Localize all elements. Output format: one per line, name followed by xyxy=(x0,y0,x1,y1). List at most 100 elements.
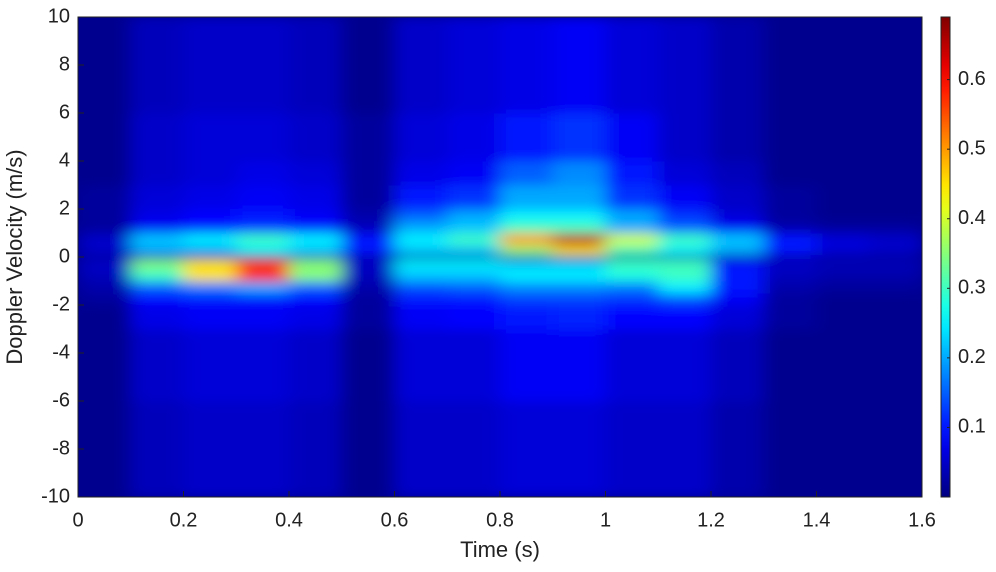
heatmap-cell xyxy=(711,17,765,114)
heatmap-cell xyxy=(658,185,712,210)
colorbar-tick-label: 0.1 xyxy=(958,416,986,438)
heatmap-cell xyxy=(763,329,817,402)
heatmap-cell xyxy=(78,305,132,330)
heatmap-cell xyxy=(605,293,659,306)
heatmap-cell xyxy=(763,293,817,306)
colorbar xyxy=(941,17,950,497)
heatmap-cell xyxy=(447,161,501,186)
colorbar-tick-label: 0.5 xyxy=(958,137,986,159)
heatmap-cell xyxy=(447,281,501,294)
heatmap-cell xyxy=(447,17,501,114)
heatmap-cell xyxy=(711,281,765,294)
heatmap-cell xyxy=(869,329,922,402)
heatmap-cell xyxy=(552,209,606,222)
heatmap-cell xyxy=(500,254,554,260)
heatmap-cell xyxy=(500,233,554,246)
heatmap-cell xyxy=(447,269,501,282)
heatmap-cell xyxy=(711,305,765,330)
x-tick-label: 0.8 xyxy=(486,509,514,531)
heatmap-cell xyxy=(552,221,606,234)
heatmap-cell xyxy=(500,259,554,270)
heatmap-cell xyxy=(78,281,132,294)
heatmap-cell xyxy=(763,233,817,246)
heatmap-cell xyxy=(605,209,659,222)
heatmap-cell xyxy=(500,209,554,222)
heatmap-cell xyxy=(130,233,184,246)
heatmap-cell xyxy=(763,221,817,234)
heatmap-cell xyxy=(236,161,290,186)
heatmap-cell xyxy=(394,209,448,222)
heatmap-cell xyxy=(394,259,448,270)
heatmap-cell xyxy=(236,17,290,114)
heatmap-cell xyxy=(605,185,659,210)
heatmap-cell xyxy=(289,293,343,306)
heatmap-cell xyxy=(78,401,132,497)
heatmap-cell xyxy=(816,269,870,282)
heatmap-cell xyxy=(869,259,922,270)
heatmap-cell xyxy=(658,305,712,330)
heatmap-cell xyxy=(605,233,659,246)
heatmap-cell xyxy=(130,245,184,256)
heatmap-cell xyxy=(552,113,606,162)
heatmap-cell xyxy=(183,113,237,162)
heatmap-cell xyxy=(552,281,606,294)
heatmap-cell xyxy=(341,233,395,246)
heatmap-cell xyxy=(500,293,554,306)
heatmap-cell xyxy=(816,161,870,186)
heatmap-cell xyxy=(341,245,395,256)
heatmap-cell xyxy=(236,254,290,260)
heatmap-cell xyxy=(869,269,922,282)
heatmap-cell xyxy=(130,161,184,186)
heatmap-cell xyxy=(394,305,448,330)
heatmap-cell xyxy=(447,305,501,330)
y-tick-label: 0 xyxy=(59,245,70,267)
heatmap-cell xyxy=(341,209,395,222)
heatmap-cell xyxy=(605,305,659,330)
heatmap-cell xyxy=(605,269,659,282)
heatmap-cell xyxy=(289,161,343,186)
heatmap-cell xyxy=(711,259,765,270)
heatmap-cell xyxy=(763,259,817,270)
y-tick-label: 8 xyxy=(59,53,70,75)
heatmap-cell xyxy=(552,305,606,330)
heatmap-cell xyxy=(605,281,659,294)
heatmap-cell xyxy=(447,259,501,270)
heatmap-cell xyxy=(869,161,922,186)
heatmap-cell xyxy=(78,113,132,162)
heatmap-cell xyxy=(130,209,184,222)
heatmap-cell xyxy=(552,259,606,270)
heatmap-cell xyxy=(605,245,659,256)
heatmap-cell xyxy=(500,161,554,186)
heatmap-cell xyxy=(183,293,237,306)
heatmap-cell xyxy=(658,329,712,402)
y-tick-label: 4 xyxy=(59,149,70,171)
heatmap-cell xyxy=(605,161,659,186)
heatmap-cell xyxy=(78,254,132,260)
heatmap-cell xyxy=(236,293,290,306)
heatmap-cell xyxy=(658,113,712,162)
x-axis-label: Time (s) xyxy=(460,537,540,562)
heatmap-cell xyxy=(130,254,184,260)
heatmap-cell xyxy=(869,305,922,330)
heatmap-cell xyxy=(447,254,501,260)
heatmap-cell xyxy=(236,259,290,270)
heatmap-cell xyxy=(78,259,132,270)
heatmap-cell xyxy=(500,281,554,294)
heatmap-cell xyxy=(711,221,765,234)
heatmap-cell xyxy=(341,329,395,402)
heatmap-cell xyxy=(78,209,132,222)
heatmap-cell xyxy=(869,17,922,114)
heatmap-cell xyxy=(341,17,395,114)
heatmap-cell xyxy=(869,233,922,246)
heatmap-cell xyxy=(816,245,870,256)
heatmap-cell xyxy=(78,245,132,256)
heatmap-cell xyxy=(658,245,712,256)
heatmap-cell xyxy=(394,245,448,256)
heatmap-cell xyxy=(183,254,237,260)
heatmap-cell xyxy=(711,233,765,246)
heatmap-cell xyxy=(289,185,343,210)
heatmap-cell xyxy=(289,221,343,234)
heatmap-cell xyxy=(500,245,554,256)
heatmap-cell xyxy=(869,185,922,210)
heatmap-cell xyxy=(869,209,922,222)
